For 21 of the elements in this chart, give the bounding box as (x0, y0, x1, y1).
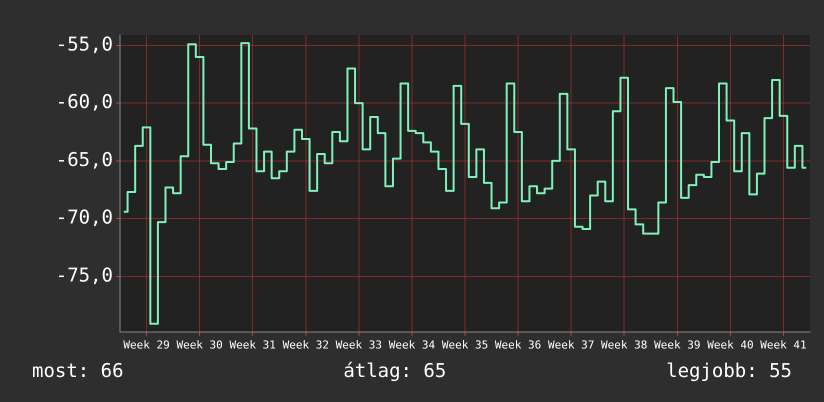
text: legjobb: 55 (666, 360, 792, 384)
text: most: 66 (32, 360, 124, 384)
y-tick-label: -70,0 (56, 206, 113, 229)
x-tick-label: Week 35 (442, 338, 488, 352)
x-tick-label: Week 40 (707, 338, 754, 352)
x-tick-label: Week 37 (548, 338, 594, 352)
y-tick-label: -55,0 (56, 33, 113, 56)
text: átlag: 65 (343, 360, 446, 384)
y-tick-label: -75,0 (56, 264, 113, 286)
x-tick-label: Week 33 (336, 338, 382, 352)
y-tick-label: -60,0 (56, 91, 113, 114)
y-tick-label: -65,0 (56, 148, 113, 171)
x-tick-label: Week 29 (123, 338, 170, 352)
x-tick-label: Week 39 (654, 338, 700, 352)
x-tick-label: Week 38 (601, 338, 648, 352)
x-tick-label: Week 34 (388, 338, 436, 352)
x-tick-label: Week 41 (760, 338, 807, 352)
x-tick-label: Week 32 (282, 338, 329, 352)
x-tick-label: Week 36 (494, 338, 542, 352)
x-tick-label: Week 30 (176, 338, 223, 352)
x-tick-label: Week 31 (230, 338, 276, 352)
